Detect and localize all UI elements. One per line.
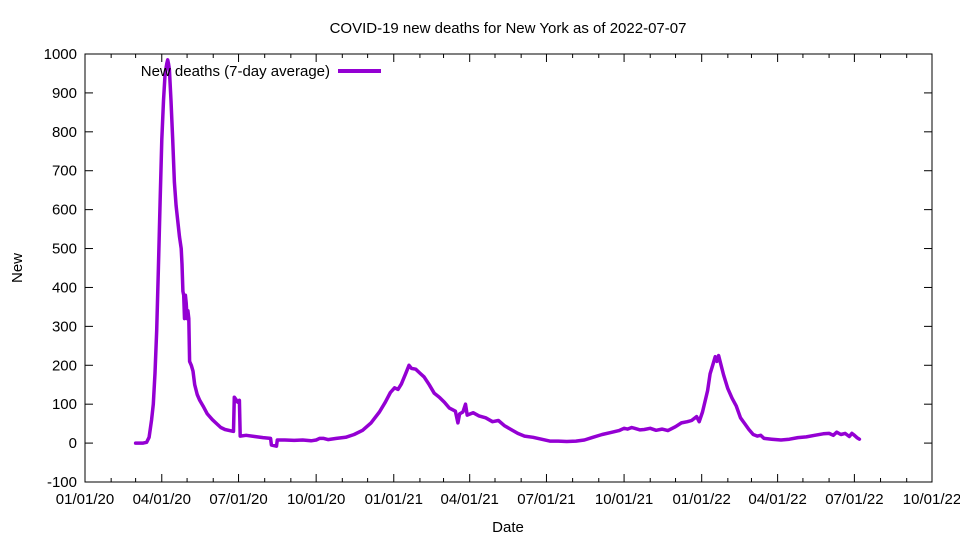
x-axis-label: Date: [492, 519, 524, 536]
y-tick-label: 600: [52, 202, 77, 219]
y-axis-label: New: [9, 253, 26, 283]
x-tick-label: 04/01/22: [748, 491, 806, 508]
y-tick-label: -100: [47, 474, 77, 491]
x-tick-label: 04/01/21: [440, 491, 498, 508]
y-tick-label: 500: [52, 241, 77, 258]
y-tick-label: 0: [69, 435, 77, 452]
legend-label: New deaths (7-day average): [141, 63, 330, 80]
x-tick-label: 01/01/20: [56, 491, 114, 508]
y-tick-label: 400: [52, 279, 77, 296]
x-tick-label: 07/01/22: [825, 491, 883, 508]
chart-title: COVID-19 new deaths for New York as of 2…: [330, 20, 687, 37]
x-tick-label: 01/01/22: [672, 491, 730, 508]
series-group: [133, 58, 862, 448]
x-tick-label: 01/01/21: [365, 491, 423, 508]
y-tick-label: 100: [52, 396, 77, 413]
legend: New deaths (7-day average): [141, 63, 381, 80]
x-tick-label: 04/01/20: [133, 491, 191, 508]
y-tick-label: 800: [52, 124, 77, 141]
x-tick-label: 07/01/21: [517, 491, 575, 508]
x-tick-label: 10/01/20: [287, 491, 345, 508]
series-line-0: [133, 58, 862, 448]
y-tick-label: 1000: [44, 46, 77, 63]
y-tick-label: 200: [52, 357, 77, 374]
y-tick-label: 700: [52, 163, 77, 180]
plot-frame: [84, 53, 933, 483]
y-tick-label: 900: [52, 85, 77, 102]
y-tick-label: 300: [52, 318, 77, 335]
axis-ticks: -100 0 100 200 300 400 500 600 700 800 900 1000 01/0…: [44, 46, 960, 508]
x-tick-label: 10/01/22: [903, 491, 960, 508]
x-tick-label: 10/01/21: [595, 491, 653, 508]
x-tick-label: 07/01/20: [209, 491, 267, 508]
